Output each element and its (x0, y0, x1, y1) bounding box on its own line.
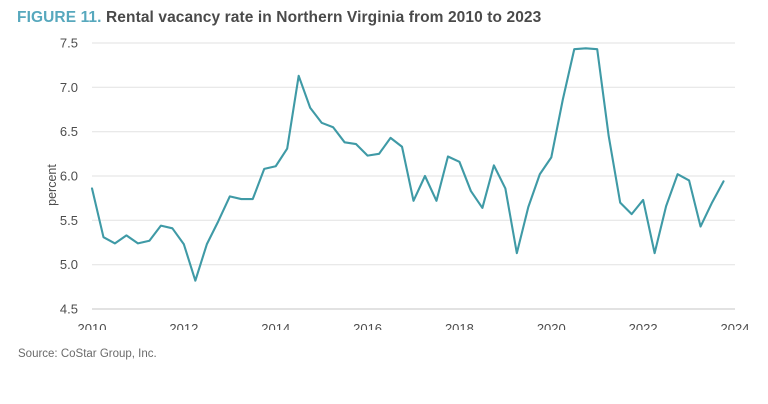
figure-number-label: FIGURE 11. (17, 9, 102, 26)
chart-container: percent 4.5 5.0 5.5 6.0 6.5 7.0 7.5 2010 2012 201… (0, 30, 768, 331)
figure-title-text: Rental vacancy rate in Northern Virginia… (105, 9, 542, 26)
y-axis-tick-label: 6.0 (60, 169, 78, 184)
data-series-line (90, 47, 725, 282)
y-axis-tick-label: 5.0 (60, 257, 78, 272)
page-title: FIGURE 11. Rental vacancy rate in Northe… (17, 9, 541, 27)
y-axis-title: percent (45, 164, 59, 206)
x-axis-tick-label: 2020 (537, 321, 566, 330)
y-axis-tick-label: 7.0 (60, 80, 78, 95)
x-axis-tick-label: 2024 (721, 321, 750, 330)
x-axis-tick-label: 2010 (78, 321, 107, 330)
x-axis-tick-label: 2022 (629, 321, 658, 330)
x-axis-tick-label: 2012 (169, 321, 198, 330)
line-chart: 4.5 5.0 5.5 6.0 6.5 7.0 7.5 2010 2012 2014 2016 201… (60, 36, 750, 331)
y-axis-tick-label: 7.5 (60, 36, 78, 51)
x-axis-tick-label: 2014 (261, 321, 290, 330)
source-note: Source: CoStar Group, Inc. (18, 348, 157, 360)
y-axis-tick-label: 6.5 (60, 124, 78, 139)
y-axis-tick-label: 5.5 (60, 213, 78, 228)
y-axis-tick-label: 4.5 (60, 302, 78, 317)
x-axis-tick-label: 2018 (445, 321, 474, 330)
x-axis-tick-label: 2016 (353, 321, 382, 330)
